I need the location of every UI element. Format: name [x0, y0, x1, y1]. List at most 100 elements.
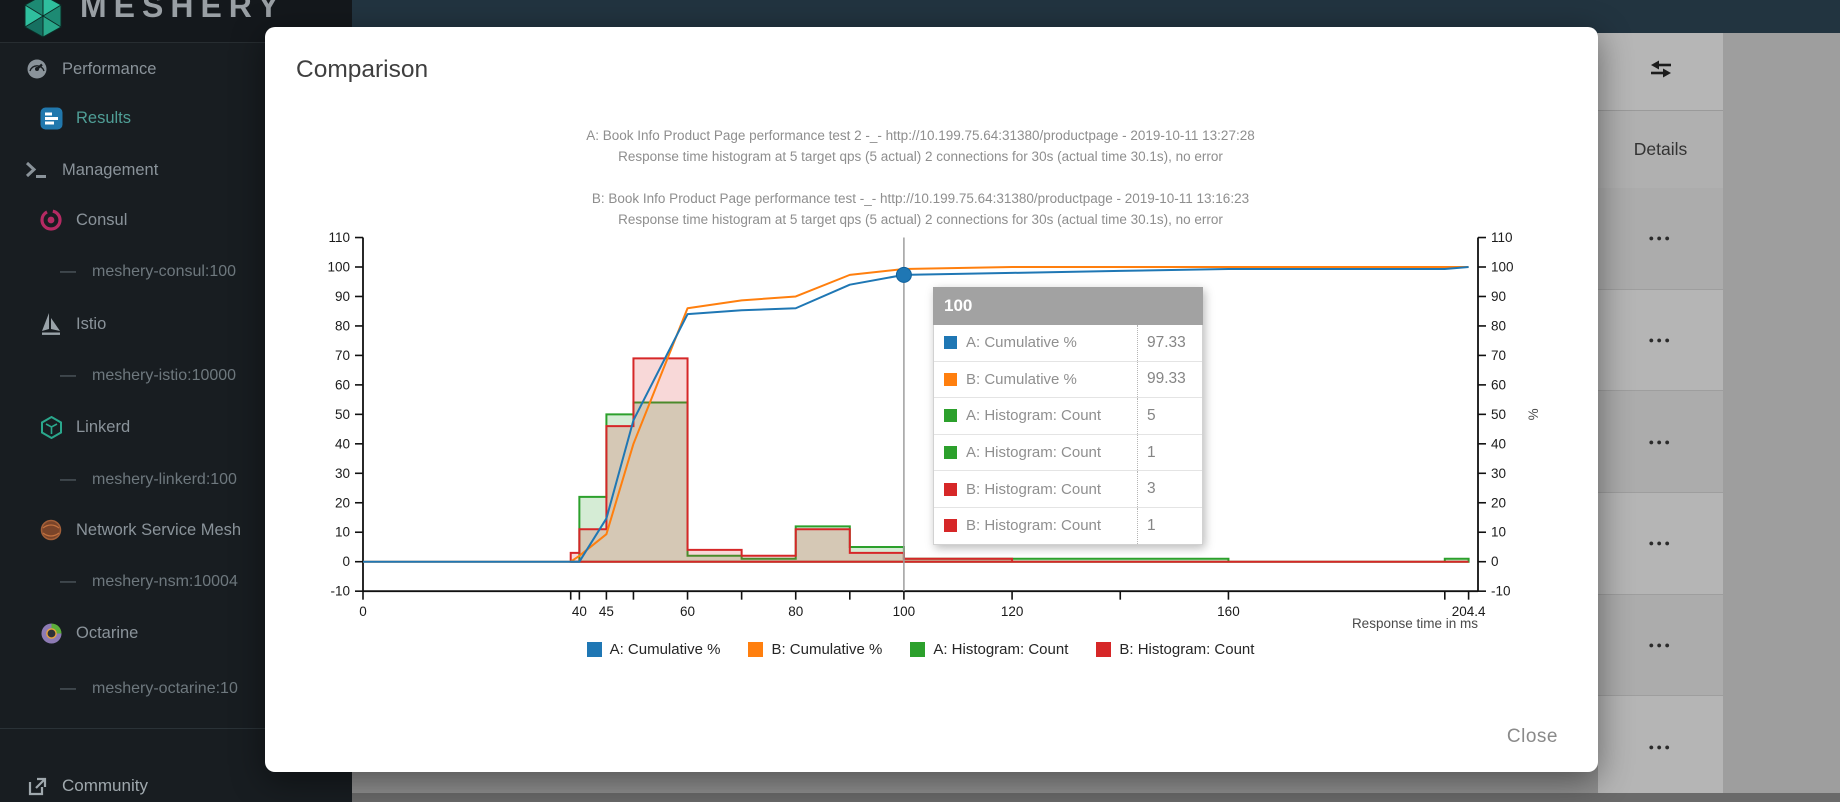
tooltip-series-value: 1	[1137, 507, 1202, 544]
meshery-wordmark: MESHERY	[80, 0, 287, 24]
more-horizontal-icon[interactable]: ●●●	[1648, 640, 1673, 651]
tooltip-header: 100	[933, 287, 1203, 325]
svg-text:80: 80	[335, 318, 350, 333]
sidebar-item-meshery-nsm-10004[interactable]: — meshery-nsm:10004	[60, 569, 238, 595]
meshery-logo-icon[interactable]	[20, 0, 66, 42]
istio-icon	[38, 312, 64, 336]
external-link-icon	[24, 777, 50, 796]
sidebar-item-network-service-mesh[interactable]: Network Service Mesh	[38, 517, 241, 543]
page-background	[1723, 33, 1840, 793]
sidebar-item-label: Performance	[62, 59, 157, 78]
more-horizontal-icon[interactable]: ●●●	[1648, 741, 1673, 752]
chart-subtitle-a: Response time histogram at 5 target qps …	[618, 149, 1223, 164]
comparison-modal: Comparison A: Book Info Product Page per…	[265, 27, 1598, 772]
svg-text:100: 100	[1491, 260, 1514, 275]
sidebar-item-label: meshery-linkerd:100	[92, 471, 237, 488]
sidebar-item-label: meshery-octarine:10	[92, 680, 238, 697]
sidebar-item-results[interactable]: Results	[38, 105, 131, 131]
sidebar-item-management[interactable]: Management	[24, 157, 158, 183]
svg-text:40: 40	[572, 604, 587, 619]
svg-text:20: 20	[335, 495, 350, 510]
tooltip-series-value: 3	[1137, 471, 1202, 507]
chart-title-b: B: Book Info Product Page performance te…	[591, 191, 1250, 206]
chart-legend: A: Cumulative % B: Cumulative % A: Histogr…	[363, 641, 1478, 658]
table-row[interactable]: ●●●	[1598, 594, 1723, 697]
svg-text:60: 60	[1491, 377, 1506, 392]
tooltip-row: A: Histogram: Count 1	[934, 433, 1202, 471]
legend-label: B: Cumulative %	[771, 641, 883, 658]
table-row[interactable]: ●●●	[1598, 493, 1723, 595]
sidebar-item-meshery-octarine-10[interactable]: — meshery-octarine:10	[60, 676, 238, 702]
table-row[interactable]: ●●●	[1598, 289, 1723, 392]
sidebar-item-consul[interactable]: Consul	[38, 207, 127, 233]
sidebar-item-label: meshery-nsm:10004	[92, 573, 238, 590]
legend-color-swatch	[1096, 642, 1112, 657]
svg-text:-10: -10	[1491, 584, 1511, 599]
svg-text:70: 70	[1491, 348, 1506, 363]
more-horizontal-icon[interactable]: ●●●	[1648, 335, 1673, 346]
svg-text:204.4: 204.4	[1452, 604, 1486, 619]
svg-text:10: 10	[1491, 525, 1506, 540]
tooltip-series-label: A: Histogram: Count	[966, 407, 1102, 425]
chart-tooltip: 100 A: Cumulative % 97.33 B: Cumulative % 9…	[933, 287, 1203, 545]
modal-title: Comparison	[296, 56, 429, 83]
sidebar-item-meshery-istio-10000[interactable]: — meshery-istio:10000	[60, 363, 236, 389]
svg-text:0: 0	[359, 604, 367, 619]
legend-item[interactable]: B: Cumulative %	[748, 641, 882, 658]
tooltip-series-label: B: Cumulative %	[966, 370, 1077, 388]
sidebar-item-performance[interactable]: Performance	[24, 56, 156, 82]
dash-icon: —	[60, 471, 76, 488]
more-horizontal-icon[interactable]: ●●●	[1648, 538, 1673, 549]
page-footer-strip	[352, 793, 1840, 802]
svg-text:80: 80	[1491, 318, 1506, 333]
tooltip-series-value: 1	[1137, 434, 1202, 471]
svg-text:10: 10	[335, 525, 350, 540]
svg-text:-10: -10	[330, 584, 350, 599]
svg-text:100: 100	[893, 604, 916, 619]
tooltip-series-label: B: Histogram: Count	[966, 517, 1102, 535]
table-row[interactable]: ●●●	[1598, 188, 1723, 290]
sidebar-item-label: Octarine	[76, 623, 139, 642]
table-row[interactable]: ●●●	[1598, 696, 1723, 799]
svg-text:20: 20	[1491, 495, 1506, 510]
more-horizontal-icon[interactable]: ●●●	[1648, 233, 1673, 244]
sidebar-divider	[0, 728, 352, 729]
tooltip-series-label: B: Histogram: Count	[966, 480, 1102, 498]
legend-item[interactable]: B: Histogram: Count	[1096, 641, 1254, 658]
legend-item[interactable]: A: Cumulative %	[586, 641, 721, 658]
results-table-rows: ●●● ●●● ●●● ●●● ●●● ●●●	[1598, 188, 1723, 799]
sidebar-item-meshery-linkerd-100[interactable]: — meshery-linkerd:100	[60, 467, 237, 493]
svg-text:40: 40	[1491, 436, 1506, 451]
legend-color-swatch	[748, 642, 764, 657]
compare-selected-button[interactable]	[1598, 33, 1723, 111]
sidebar-item-community[interactable]: Community	[24, 773, 148, 799]
series-color-swatch	[944, 519, 957, 533]
svg-text:30: 30	[335, 466, 350, 481]
svg-text:160: 160	[1217, 604, 1240, 619]
svg-text:110: 110	[1491, 230, 1513, 245]
tooltip-series-value: 97.33	[1137, 325, 1202, 361]
svg-text:0: 0	[342, 554, 350, 569]
svg-text:60: 60	[335, 377, 350, 392]
tooltip-row: B: Histogram: Count 1	[934, 506, 1202, 544]
sidebar-item-istio[interactable]: Istio	[38, 311, 106, 337]
svg-text:40: 40	[335, 436, 350, 451]
svg-text:%: %	[1526, 408, 1541, 420]
legend-item[interactable]: A: Histogram: Count	[910, 641, 1068, 658]
sidebar-item-octarine[interactable]: Octarine	[38, 620, 138, 646]
more-horizontal-icon[interactable]: ●●●	[1648, 436, 1673, 447]
sidebar-item-label: Results	[76, 108, 132, 127]
dash-icon: —	[60, 263, 76, 280]
tooltip-row: B: Histogram: Count 3	[934, 470, 1202, 507]
series-color-swatch	[944, 336, 957, 350]
chart-titles: A: Book Info Product Page performance te…	[363, 128, 1478, 228]
svg-text:60: 60	[680, 604, 695, 619]
close-button[interactable]: Close	[1506, 726, 1558, 747]
sidebar-item-label: meshery-consul:100	[92, 263, 237, 280]
sidebar-item-meshery-consul-100[interactable]: — meshery-consul:100	[60, 259, 236, 285]
sidebar-item-linkerd[interactable]: Linkerd	[38, 414, 130, 440]
table-row[interactable]: ●●●	[1598, 391, 1723, 494]
tooltip-series-value: 99.33	[1137, 361, 1202, 398]
legend-label: A: Cumulative %	[609, 641, 721, 658]
